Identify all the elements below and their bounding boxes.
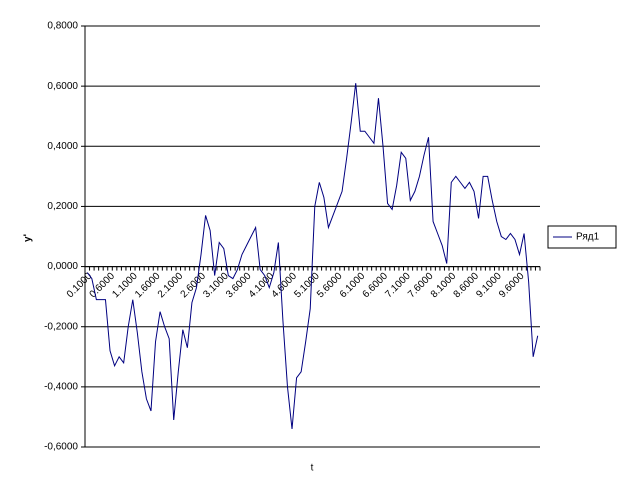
legend-box (547, 225, 617, 249)
y-axis-label: y' (23, 234, 34, 242)
legend-label: Ряд1 (576, 232, 600, 243)
y-tick-label: -0,4000 (44, 381, 78, 392)
y-tick-label: 0,0000 (47, 261, 78, 272)
series-line (86, 83, 539, 430)
y-tick-label: 0,2000 (47, 201, 78, 212)
x-tick-label: 9.6000 (497, 270, 527, 300)
y-tick-label: 0,6000 (47, 81, 78, 92)
y-tick-label: 0,8000 (47, 21, 78, 32)
x-axis-label: t (311, 463, 314, 474)
y-tick-label: -0,6000 (44, 442, 78, 453)
y-tick-label: -0,2000 (44, 321, 78, 332)
y-tick-label: 0,4000 (47, 141, 78, 152)
